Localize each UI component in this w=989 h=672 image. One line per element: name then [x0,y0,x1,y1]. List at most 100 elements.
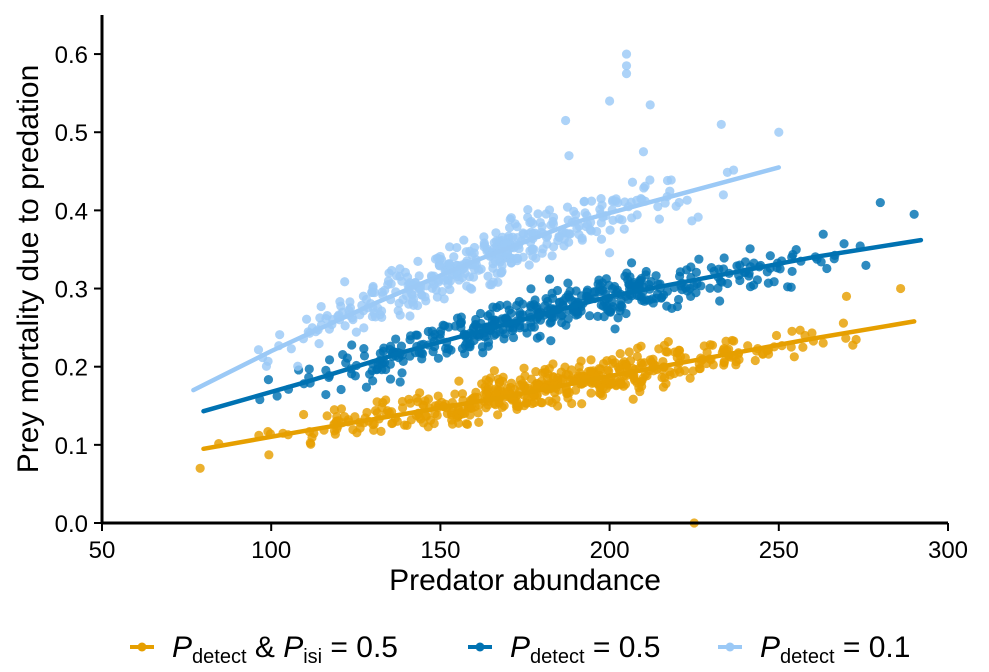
data-point [336,404,347,414]
data-point [547,313,557,323]
data-point [552,285,563,296]
data-point [607,297,617,307]
data-point [445,284,455,295]
data-point [841,333,851,343]
data-point [478,348,488,358]
fit-lines-layer [191,165,924,452]
data-point [465,283,476,293]
data-point [506,213,516,223]
data-point [427,326,437,336]
data-point [861,260,871,270]
x-tick-label: 50 [89,537,116,564]
data-point [457,389,468,399]
data-point [341,358,351,368]
data-point [546,336,556,346]
legend-label-part: P [172,631,192,664]
legend-label-part: isi [303,646,322,668]
data-point [564,151,574,161]
legend-item-detect_isi: Pdetect & Pisi = 0.5 [130,631,398,668]
data-point [632,195,642,206]
y-tick-label: 0.4 [55,198,88,225]
data-point [654,214,664,224]
data-point [716,119,726,130]
data-point [535,217,545,228]
data-point [351,327,361,337]
data-point [483,400,493,410]
data-point [638,147,649,157]
data-point [376,426,386,436]
data-point [456,312,466,322]
data-point [548,212,559,222]
data-point [693,212,703,222]
data-point [263,375,274,385]
data-point [586,388,596,398]
data-point [621,49,632,59]
y-tick-label: 0.1 [55,433,88,460]
y-axis-ticks: 0.0 0.1 0.2 0.3 0.4 0.5 0.6 [55,42,102,538]
data-point [610,324,620,334]
data-point [613,313,623,323]
data-point [653,202,663,212]
data-point [762,267,772,277]
data-point [596,194,606,204]
data-point [324,355,335,365]
data-point [391,334,401,344]
data-point [461,247,471,257]
data-point [547,251,557,261]
data-point [495,300,505,311]
data-point [481,390,492,400]
data-point [749,280,759,290]
data-point [461,419,471,429]
y-tick-label: 0.0 [55,511,88,538]
data-point [636,358,646,368]
data-point [548,372,559,382]
data-point [396,341,407,351]
data-point [417,354,427,364]
data-point [395,264,405,274]
data-point [450,389,460,399]
data-point [745,244,755,254]
legend-label-part: P [283,631,303,664]
fit-line-detect_05 [201,237,924,414]
data-point [471,314,481,325]
data-point [530,397,540,408]
legend-label: Pdetect = 0.1 [760,631,910,668]
data-point [586,196,597,206]
data-point [841,291,852,301]
data-point [791,244,801,255]
data-point [411,330,421,340]
data-point [614,214,624,224]
data-point [565,286,575,296]
data-point [523,204,533,215]
data-point [672,348,682,358]
data-point [460,268,470,278]
legend-label: Pdetect & Pisi = 0.5 [172,631,398,668]
data-point [532,333,542,343]
data-point [460,348,470,359]
data-point [563,278,573,288]
data-point [449,252,459,262]
data-point [641,295,651,305]
data-point [359,323,369,333]
data-point [453,418,464,428]
data-point [499,239,510,249]
data-point [550,387,560,398]
data-point [528,251,538,261]
data-point [620,271,630,281]
data-point [719,357,729,367]
data-point [789,352,799,362]
data-point [335,297,345,307]
data-point [437,286,447,297]
data-point [513,253,523,264]
data-point [493,410,503,420]
data-point [496,268,506,278]
points-layer [195,49,919,528]
data-point [540,364,550,375]
data-point [525,217,535,228]
data-point [561,115,571,126]
data-point [557,317,567,328]
data-point [393,305,403,316]
data-point [314,339,324,349]
data-point [299,409,309,420]
data-point [483,337,494,347]
